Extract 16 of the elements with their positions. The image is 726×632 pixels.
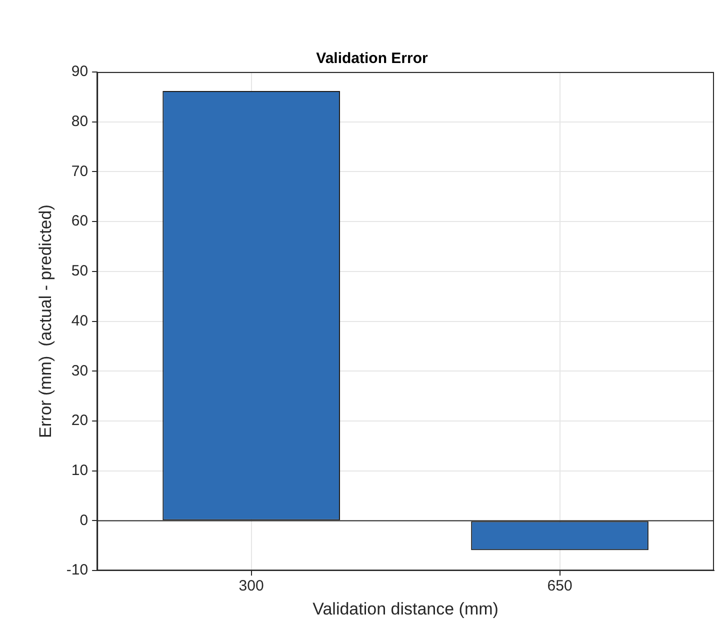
y-tick-label: 20	[71, 412, 88, 430]
y-tick-label: 90	[71, 63, 88, 80]
x-tick-label: 300	[238, 578, 264, 595]
x-axis-title: Validation distance (mm)	[312, 599, 498, 618]
y-tick-label: 0	[80, 512, 88, 529]
y-tick-label: 70	[71, 162, 88, 180]
y-tick-label: 80	[71, 113, 88, 130]
y-tick-label: 50	[71, 262, 88, 280]
y-tick-label: 10	[71, 462, 88, 480]
y-tick-label: -10	[66, 562, 88, 579]
y-axis-title: Error (mm) (actual - predicted)	[36, 204, 55, 438]
x-tick-label: 650	[547, 578, 572, 595]
chart-title: Validation Error	[316, 50, 428, 68]
y-tick-label: 30	[71, 362, 88, 380]
y-tick-label: 40	[71, 312, 88, 330]
y-tick-label: 60	[71, 212, 88, 230]
